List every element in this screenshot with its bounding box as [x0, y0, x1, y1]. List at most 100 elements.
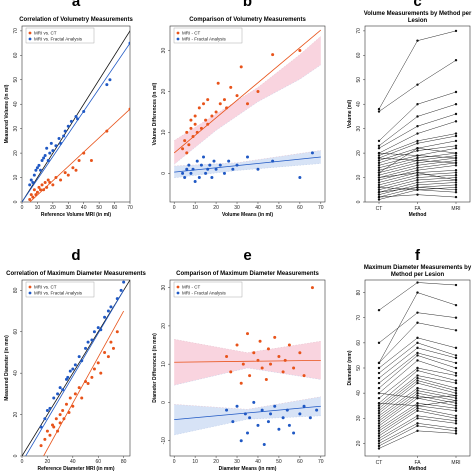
data-point-ct — [77, 158, 81, 162]
data-point-fa — [197, 175, 201, 179]
lesion-point — [416, 429, 419, 433]
lesion-point — [454, 371, 458, 375]
lesion-point — [416, 366, 419, 370]
data-point-fa — [58, 386, 62, 390]
data-point-fa — [82, 110, 86, 114]
lesion-point — [377, 178, 381, 182]
data-point-ct — [241, 362, 245, 366]
data-point-ct — [277, 355, 281, 359]
data-point-fa — [235, 404, 239, 408]
data-point-ct — [229, 85, 233, 89]
data-point-fa — [68, 369, 72, 373]
x-axis-label-b: Volume Means (in ml) — [222, 212, 273, 218]
plot-frame-e — [169, 279, 326, 457]
lesion-point — [454, 90, 458, 94]
lesion-point — [454, 409, 458, 412]
data-point-ct — [302, 374, 306, 378]
data-point-fa — [109, 305, 113, 309]
lesion-point — [454, 176, 458, 179]
lesion-point — [454, 132, 458, 135]
data-point-ct — [181, 147, 185, 151]
data-point-fa — [48, 406, 52, 410]
data-point-fa — [69, 119, 73, 123]
data-point-fa — [62, 134, 66, 138]
x-axis-label-c: Method — [409, 212, 427, 218]
data-point-ct — [271, 53, 275, 57]
data-point-fa — [52, 396, 56, 400]
x-axis-label-d: Reference Diameter MRI (in mm) — [38, 466, 115, 472]
lesion-point — [377, 139, 381, 143]
lesion-point — [416, 414, 419, 417]
lesion-point — [454, 134, 458, 138]
data-point-fa — [90, 338, 94, 342]
y-axis-label-c: Volume (ml) — [347, 100, 353, 129]
y-axis-label-b: Volume Differences (in ml) — [152, 82, 158, 145]
data-point-ct — [187, 143, 191, 147]
data-point-ct — [239, 65, 243, 69]
data-point-fa — [119, 288, 123, 292]
data-point-fa — [315, 408, 319, 412]
lesion-point — [454, 183, 458, 187]
fit-line-fa — [25, 290, 124, 456]
y-tick-label: 60 — [356, 340, 362, 346]
panel-letter-c: c — [413, 0, 421, 10]
x-tick-label: 0 — [173, 205, 176, 211]
lesion-point — [377, 412, 381, 415]
lesion-point — [377, 427, 381, 430]
legend-box-e — [173, 281, 243, 298]
x-tick-label: 40 — [70, 459, 76, 465]
lesion-point — [416, 311, 419, 314]
data-point-fa — [252, 400, 256, 404]
plot-area-a — [22, 30, 130, 202]
data-point-fa — [80, 359, 84, 363]
lesion-point — [416, 132, 419, 135]
lesion-point — [416, 281, 419, 284]
data-point-fa — [260, 408, 264, 412]
data-point-fa — [49, 141, 53, 145]
data-point-fa — [191, 167, 195, 171]
data-point-ct — [195, 130, 199, 134]
data-point-ct — [71, 404, 75, 408]
lesion-point — [416, 379, 419, 382]
legend-label-fa: MRI vs. Fractal Analysis — [34, 37, 83, 42]
legend-marker-ct — [28, 31, 32, 35]
y-axis-label-e: Diameter Differences (in mm) — [152, 333, 158, 403]
data-point-ct — [185, 151, 189, 155]
data-point-ct — [54, 417, 58, 421]
plot-area-f — [377, 281, 458, 450]
data-point-fa — [298, 175, 302, 179]
x-tick-label: 10 — [192, 459, 198, 465]
lesion-point — [377, 154, 381, 157]
x-tick-label: FA — [414, 460, 421, 466]
lesion-point — [377, 107, 381, 111]
y-tick-label: 20 — [161, 323, 167, 329]
lesion-point — [454, 356, 458, 360]
data-point-fa — [66, 124, 70, 128]
lesion-point — [416, 169, 419, 172]
chart-title-line: Method per Lesion — [391, 272, 445, 278]
x-tick-label: 50 — [276, 459, 282, 465]
x-tick-label: 40 — [81, 205, 87, 211]
data-point-fa — [308, 416, 312, 420]
data-point-fa — [266, 420, 270, 424]
data-point-ct — [256, 89, 260, 93]
plot-frame-a — [21, 25, 131, 203]
lesion-line — [378, 425, 457, 447]
y-tick-label: 30 — [356, 126, 362, 132]
lesion-point — [377, 188, 381, 191]
y-tick-label: 40 — [13, 370, 19, 376]
data-point-fa — [46, 158, 50, 162]
data-point-ct — [248, 374, 252, 378]
y-tick-label: 40 — [356, 390, 362, 396]
y-tick-label: 70 — [13, 28, 19, 34]
data-point-ct — [287, 343, 291, 347]
lesion-point — [454, 173, 458, 177]
data-point-ct — [29, 193, 33, 197]
data-point-fa — [227, 159, 231, 163]
data-point-fa — [195, 159, 199, 163]
data-point-ct — [105, 129, 109, 133]
data-point-fa — [239, 439, 243, 443]
chart-title-b: Comparison of Volumetry Measurements — [189, 17, 306, 23]
